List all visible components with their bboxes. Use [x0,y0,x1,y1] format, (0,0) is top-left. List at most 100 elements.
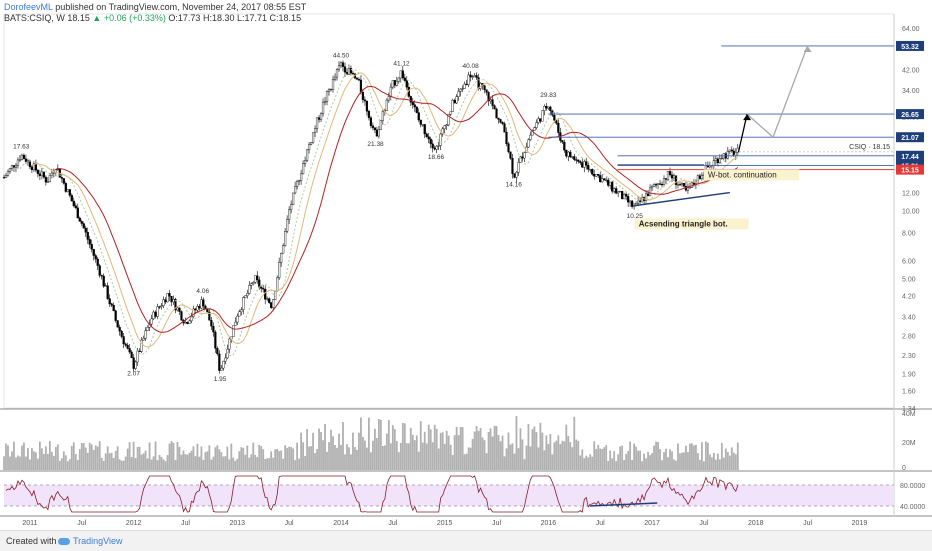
volume-bar [693,445,695,470]
candle-body [315,117,319,129]
volume-bar [563,441,566,470]
volume-bar [675,460,677,470]
candle-body [543,106,546,111]
candle-body [220,367,223,371]
level-badge-label: 53.32 [901,44,919,51]
candle-body [284,230,287,246]
volume-bar [697,453,699,470]
candle-body [660,183,664,186]
volume-bar [457,435,460,470]
volume-bar [451,454,454,470]
y-tick-label: 64.00 [902,26,920,33]
candle-body [561,140,564,143]
candle-body [389,86,392,97]
volume-bar [535,432,538,470]
candle-body [505,131,508,145]
volume-bar [599,448,602,470]
candle-body [447,114,450,126]
candle-body [110,303,113,306]
candle-body [323,101,327,103]
volume-bar [292,448,295,470]
arrowhead-gray-icon [803,45,812,52]
candle-body [591,169,594,175]
y-tick-label: 4.20 [902,294,916,301]
rsi-tick-label: 80.0000 [900,483,925,490]
volume-bar [625,453,628,470]
volume-bar [324,423,326,470]
price-chart[interactable]: 64.0042.0034.0026.0021.0015.0012.0010.00… [0,0,932,530]
volume-bar [21,445,23,470]
candle-body [393,80,396,86]
tradingview-brand-link[interactable]: TradingView [58,531,123,551]
candle-body [489,99,492,102]
author-link[interactable]: DorofeevML [4,2,53,12]
volume-bar [701,442,703,470]
low-value: L:17.71 [237,13,268,23]
volume-bar [722,457,725,470]
volume-bar [461,427,464,470]
x-tick-label: Jul [803,520,812,527]
volume-bar [695,444,697,470]
candle-body [252,282,255,284]
candle-body [599,175,602,183]
volume-bar [459,427,462,470]
volume-bar [623,459,626,470]
candle-body [726,151,729,159]
volume-bar [200,446,203,470]
candle-body [198,306,201,309]
annotation-label: W-bot. continuation [708,170,777,179]
candle-body [60,177,63,179]
candle-body [718,158,721,164]
candle-body [317,117,321,120]
volume-bar [379,419,382,470]
candle-body [256,275,259,281]
candle-body [654,184,658,186]
candle-body [700,175,704,179]
x-tick-label: Jul [285,520,294,527]
candle-body [425,133,428,137]
candle-body [467,74,470,85]
projection-arrow-black [737,113,748,153]
candle-body [369,117,373,126]
volume-bar [377,418,380,470]
candle-body [413,104,416,108]
volume-bar [98,441,101,470]
candle-body [343,66,347,73]
candle-body [76,207,79,219]
candle-body [527,139,530,148]
candle-body [539,118,542,122]
peak-value-label: 2.07 [127,370,140,377]
volume-bar [314,453,316,470]
candle-body [176,307,179,311]
x-tick-label: 2017 [644,520,660,527]
candle-body [471,76,474,78]
volume-bar [344,454,346,470]
volume-bar [710,457,713,470]
volume-bar [100,457,103,470]
candle-body [114,310,117,321]
candle-body [264,288,267,300]
volume-bar [373,428,376,470]
candle-body [313,128,317,133]
close-value: C:18.15 [269,13,302,23]
candle-body [154,311,157,317]
volume-bar [206,451,209,470]
volume-bar [25,456,27,470]
tradingview-cloud-icon [58,538,70,546]
volume-bar [352,432,354,470]
x-tick-label: Jul [492,520,501,527]
candle-body [36,169,39,174]
y-tick-label: 2.30 [902,353,916,360]
candle-body [613,188,616,192]
volume-bar [429,429,432,470]
x-tick-label: 2014 [333,520,349,527]
volume-bar [212,456,215,470]
candle-body [475,75,478,78]
candle-body [48,175,51,183]
candle-body [339,62,343,66]
volume-bar [493,425,496,470]
volume-bar [322,440,324,470]
volume-bar [40,448,43,470]
peak-value-label: 18.66 [428,154,445,161]
candle-body [373,127,376,131]
